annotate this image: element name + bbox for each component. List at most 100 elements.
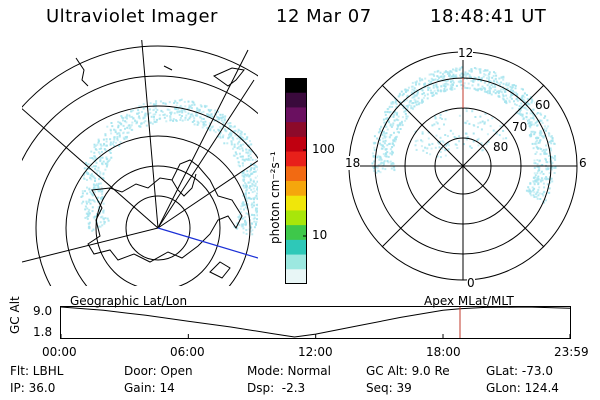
auroral-pixel (449, 77, 452, 80)
auroral-pixel (247, 213, 250, 216)
auroral-pixel (441, 118, 443, 120)
auroral-pixel (249, 230, 252, 233)
auroral-pixel (184, 105, 187, 108)
auroral-pixel (384, 125, 387, 128)
auroral-pixel (488, 87, 491, 90)
auroral-pixel (89, 177, 92, 180)
auroral-pixel (200, 117, 203, 120)
auroral-pixel (214, 131, 217, 134)
auroral-pixel (548, 191, 551, 194)
auroral-pixel (250, 203, 253, 206)
auroral-pixel (242, 231, 245, 234)
auroral-pixel (245, 184, 248, 187)
auroral-pixel (251, 172, 254, 175)
auroral-pixel (495, 132, 498, 135)
auroral-pixel (417, 103, 420, 106)
auroral-pixel (233, 125, 236, 128)
auroral-pixel (535, 113, 538, 115)
auroral-pixel (468, 87, 471, 90)
auroral-pixel (464, 75, 467, 78)
auroral-pixel (247, 158, 249, 161)
auroral-pixel (487, 78, 490, 81)
auroral-pixel (435, 83, 438, 86)
auroral-pixel (386, 110, 389, 113)
auroral-pixel (485, 143, 488, 146)
auroral-pixel (94, 184, 97, 187)
auroral-pixel (158, 117, 161, 120)
auroral-pixel (436, 75, 439, 78)
auroral-pixel (443, 88, 446, 90)
auroral-pixel (523, 99, 526, 102)
auroral-pixel (479, 71, 482, 74)
mlt-label-6: 6 (579, 156, 587, 170)
auroral-pixel (455, 144, 458, 146)
auroral-pixel (392, 162, 395, 165)
auroral-pixel (545, 177, 548, 180)
info-gain: Gain: 14 (124, 381, 175, 395)
auroral-pixel (469, 145, 472, 148)
auroral-pixel (537, 168, 540, 171)
longitude-grid (22, 40, 258, 263)
auroral-pixel (442, 83, 445, 86)
auroral-pixel (420, 145, 423, 148)
auroral-pixel (193, 103, 196, 106)
auroral-pixel (102, 138, 105, 141)
auroral-pixel (395, 138, 397, 141)
colorbar-band (285, 239, 307, 256)
auroral-pixel (80, 196, 83, 198)
auroral-pixel (391, 150, 393, 153)
auroral-pixel (240, 225, 243, 228)
auroral-pixel (410, 107, 413, 110)
auroral-pixel (106, 163, 109, 166)
auroral-pixel (532, 194, 535, 197)
auroral-pixel (433, 123, 436, 126)
auroral-pixel (541, 164, 544, 166)
auroral-pixel (382, 130, 385, 133)
auroral-pixel (391, 105, 394, 108)
auroral-pixel (405, 117, 408, 120)
auroral-pixel (117, 132, 120, 134)
auroral-pixel (488, 73, 491, 76)
auroral-pixel (402, 92, 405, 95)
auroral-pixel (252, 217, 255, 220)
auroral-pixel (178, 113, 181, 116)
auroral-pixel (180, 109, 183, 112)
altitude-ymax: 9.0 (33, 304, 53, 318)
auroral-pixel (536, 111, 539, 114)
auroral-pixel (412, 102, 415, 104)
auroral-pixel (175, 107, 178, 110)
auroral-pixel (483, 87, 486, 90)
auroral-pixel (251, 229, 254, 232)
auroral-pixel (549, 147, 552, 150)
auroral-pixel (383, 146, 386, 149)
auroral-pixel (371, 162, 374, 165)
auroral-pixel (239, 136, 242, 139)
auroral-pixel (448, 144, 450, 147)
auroral-pixel (254, 209, 257, 212)
colorbar-band (285, 269, 307, 284)
auroral-pixel (256, 186, 258, 189)
auroral-pixel (380, 143, 383, 146)
auroral-pixel (137, 109, 140, 112)
auroral-pixel (173, 112, 176, 115)
auroral-pixel (382, 132, 385, 135)
auroral-pixel (463, 73, 466, 76)
auroral-pixel (187, 100, 190, 103)
auroral-pixel (545, 158, 547, 161)
auroral-pixel (124, 120, 127, 123)
auroral-pixel (93, 199, 95, 202)
auroral-pixel (90, 192, 93, 195)
auroral-pixel (103, 142, 106, 145)
auroral-pixel (191, 121, 194, 123)
auroral-pixel (454, 75, 456, 78)
auroral-pixel (84, 208, 87, 211)
auroral-pixel (87, 215, 90, 218)
auroral-pixel (459, 74, 462, 77)
auroral-pixel (463, 143, 465, 146)
colorbar-frame (285, 78, 307, 284)
auroral-pixel (84, 216, 87, 219)
auroral-pixel (543, 177, 546, 180)
auroral-pixel (536, 180, 539, 183)
auroral-pixel (175, 104, 178, 107)
auroral-pixel (545, 127, 548, 130)
